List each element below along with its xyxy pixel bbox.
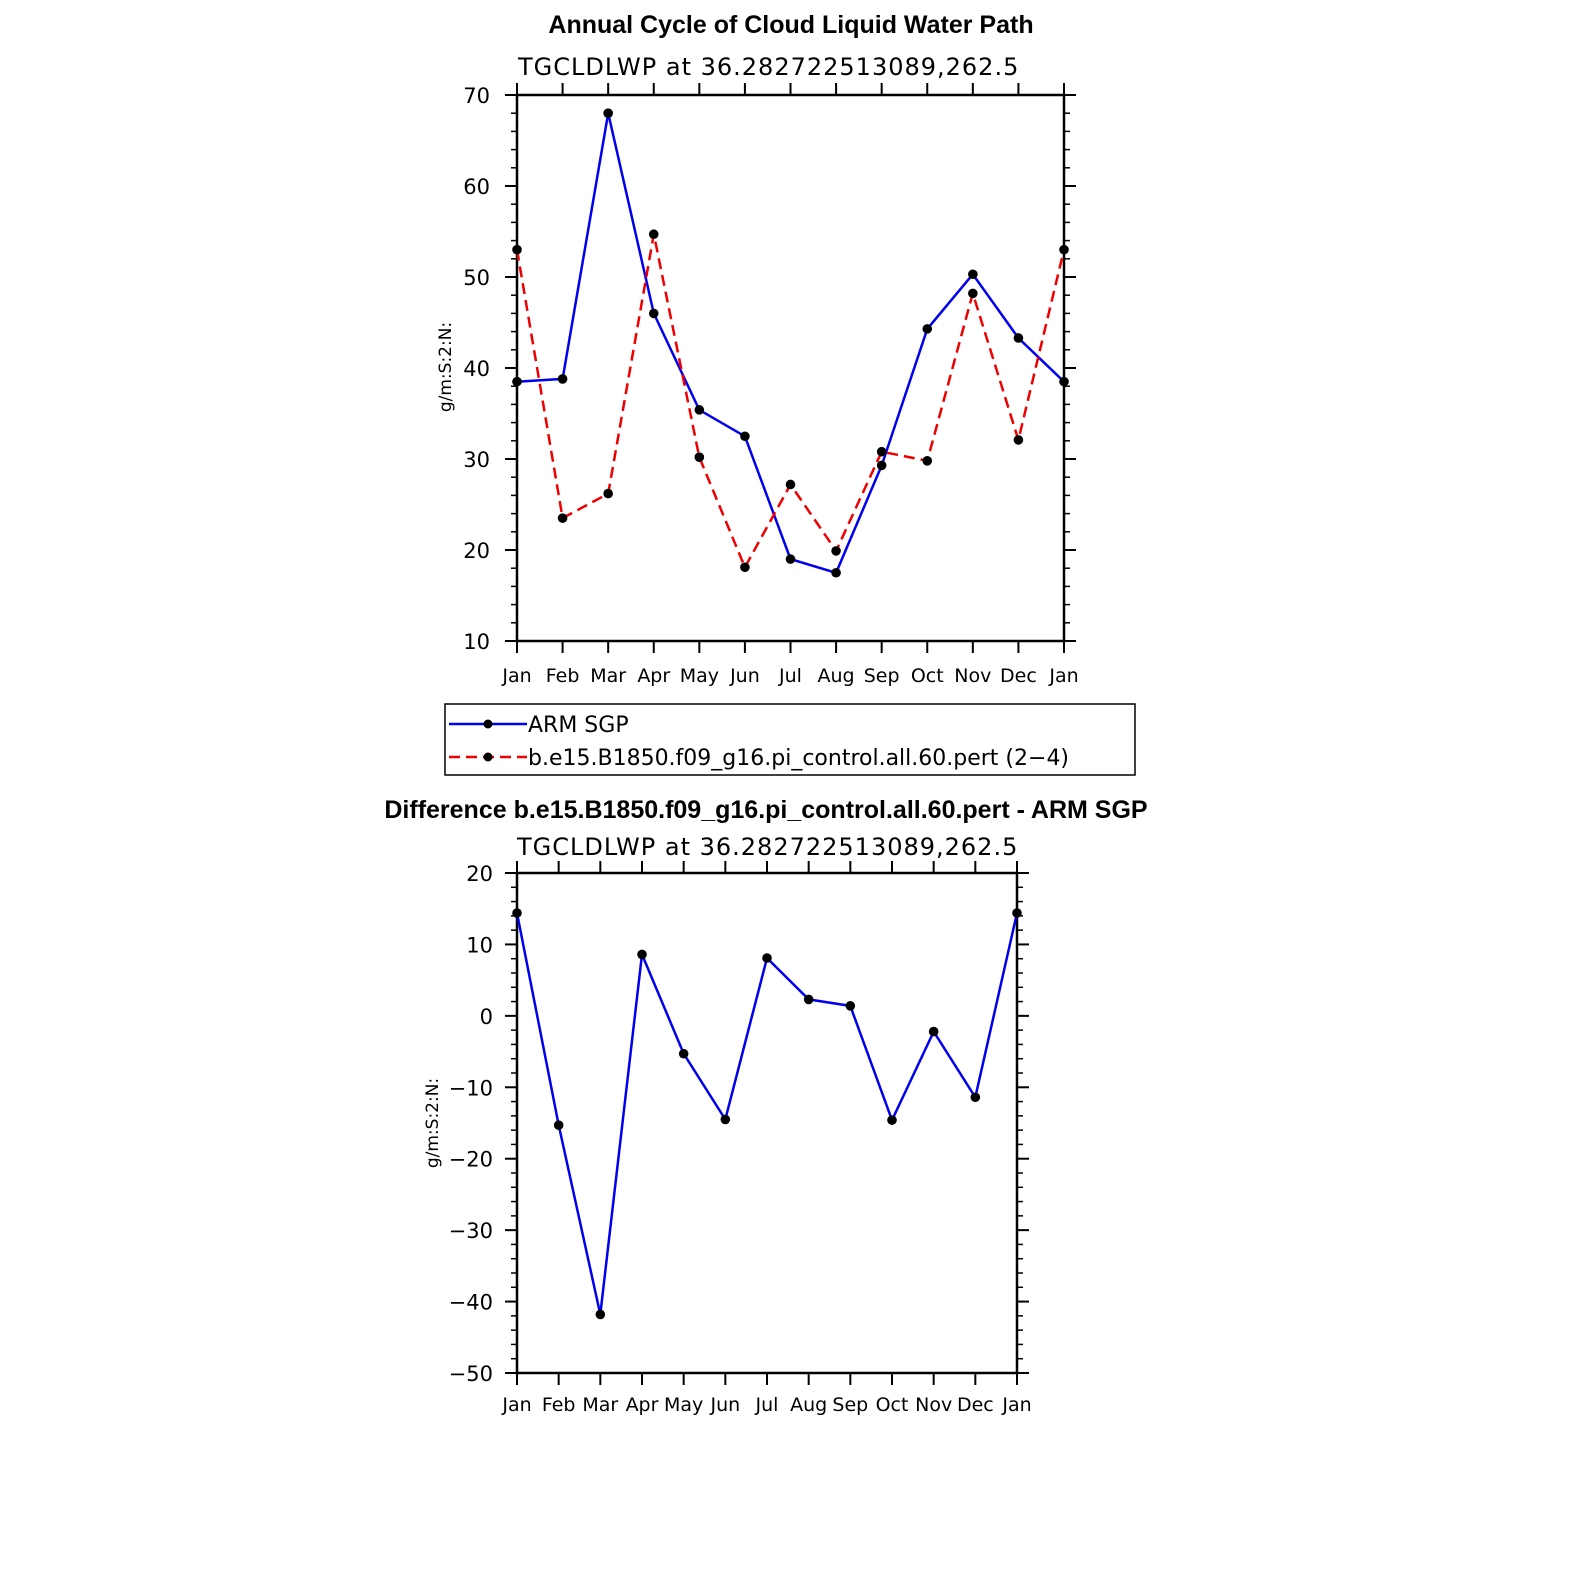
chart2-xtick-label: Sep [832, 1394, 868, 1416]
chart1-ytick-label: 10 [463, 630, 490, 654]
chart2-ytick-label: 10 [466, 933, 493, 957]
chart2-xtick-label: Jan [1001, 1394, 1031, 1416]
chart1-subtitle: TGCLDLWP at 36.282722513089,262.5 [517, 53, 1019, 81]
chart1-xtick-label: Mar [590, 665, 626, 687]
chart1-series-0-point [603, 108, 613, 118]
chart1-series-0-point [922, 324, 933, 334]
chart2-series-0-point [720, 1114, 731, 1125]
chart2-xtick-label: Jan [501, 1394, 531, 1416]
legend: ARM SGP b.e15.B1850.f09_g16.pi_control.a… [444, 703, 1136, 776]
chart1-xtick-label: Jan [501, 665, 531, 687]
chart1-series-1-point [740, 562, 750, 573]
chart1-xtick-label: Nov [954, 665, 991, 687]
chart1-ytick-label: 60 [463, 175, 490, 199]
chart2-series-0-point [845, 1001, 856, 1011]
chart1-xtick-label: Dec [1000, 665, 1037, 687]
chart2-ytick-label: −10 [449, 1076, 493, 1100]
chart1-ylabel: g/m:S:2:N: [436, 322, 456, 412]
chart1-series-1-point [831, 546, 841, 556]
chart1-xtick-label: May [680, 665, 719, 687]
chart1-series-0-point [694, 405, 705, 415]
chart1-series-0-point [512, 376, 522, 387]
chart1-series-0-point [831, 567, 841, 578]
chart1-series-1-point [1059, 244, 1069, 255]
chart2-series-0-point [762, 953, 772, 963]
chart1-series-0-point [1013, 333, 1024, 343]
chart2-xtick-label: Oct [876, 1394, 909, 1416]
legend-marker-model [483, 752, 493, 762]
chart1-xtick-label: Aug [818, 665, 855, 687]
chart1-series-0-point [785, 554, 796, 564]
chart2-xtick-label: Apr [626, 1394, 659, 1416]
chart1-xtick-label: Jul [778, 665, 802, 687]
chart2-xtick-label: Mar [582, 1394, 618, 1416]
chart1-xtick-label: Oct [911, 665, 944, 687]
chart2-xtick-label: Dec [957, 1394, 994, 1416]
chart2-ytick-label: 0 [480, 1005, 493, 1029]
chart2-ylabel: g/m:S:2:N: [423, 1078, 443, 1168]
chart1-xtick-label: Apr [637, 665, 670, 687]
chart2-series-0-point [928, 1026, 939, 1037]
chart1-ytick-label: 40 [463, 357, 490, 381]
chart1-series-1-point [1013, 435, 1024, 445]
chart2-series-0-point [803, 994, 814, 1005]
chart1-ytick-label: 30 [463, 448, 490, 472]
chart2-xtick-label: Jul [755, 1394, 779, 1416]
chart2-plot: −50 −40 −30 −20 −10 0 10 20 Jan Feb Mar Apr May Jun Ju… [449, 861, 1032, 1416]
chart2-series-0-point [637, 949, 647, 960]
chart2-series-0-point [678, 1048, 689, 1059]
chart2-xtick-label: Jun [709, 1394, 740, 1416]
chart2-xtick-label: May [664, 1394, 703, 1416]
chart1-series-0-point [648, 308, 659, 319]
chart1-ytick-label: 70 [463, 84, 490, 108]
chart2-ytick-label: 20 [466, 862, 493, 886]
chart1-series-0-point [1059, 376, 1069, 387]
chart1-series-1-point [512, 244, 522, 255]
chart1-series-1-point [876, 446, 887, 457]
chart2-ytick-label: −20 [449, 1148, 493, 1172]
chart1-series-0-point [968, 269, 978, 280]
chart1-series-1-point [648, 229, 659, 240]
chart2-frame [515, 871, 1019, 1375]
chart1-xtick-label: Feb [546, 665, 580, 687]
chart1-series-line-0 [516, 112, 1065, 575]
chart1-ytick-label: 20 [463, 539, 490, 563]
chart1-title: Annual Cycle of Cloud Liquid Water Path [548, 11, 1033, 39]
chart1-series-0-point [557, 374, 568, 384]
chart2-ytick-label: −50 [449, 1362, 493, 1386]
chart1-xtick-label: Jun [729, 665, 760, 687]
chart1-ytick-label: 50 [463, 266, 490, 290]
chart1-series-1-point [922, 456, 933, 466]
chart1-series-0-point [740, 431, 750, 442]
chart1-series-0-point [876, 460, 887, 471]
chart1-series-1-point [557, 513, 568, 523]
chart1-series-line-1 [515, 233, 1066, 571]
chart2-xtick-label: Nov [915, 1394, 952, 1416]
chart2-series-0-point [512, 908, 522, 918]
chart1-series-1-point [603, 488, 613, 499]
chart2-xtick-label: Aug [790, 1394, 827, 1416]
chart2-series-line-0 [515, 912, 1019, 1315]
chart1-series-1-point [968, 288, 978, 299]
chart2-ytick-label: −30 [449, 1219, 493, 1243]
chart2-series-0-point [887, 1115, 897, 1125]
legend-label-obs: ARM SGP [528, 713, 629, 738]
chart2-series-0-point [1012, 908, 1022, 918]
chart2-subtitle: TGCLDLWP at 36.282722513089,262.5 [516, 833, 1018, 861]
legend-label-model: b.e15.B1850.f09_g16.pi_control.all.60.pe… [528, 746, 1069, 771]
chart2-series-0-point [970, 1092, 981, 1103]
chart1-series-1-point [694, 452, 705, 462]
chart2-ytick-label: −40 [449, 1291, 493, 1315]
legend-marker-obs [483, 719, 493, 729]
legend-box [444, 703, 1136, 776]
chart2-xtick-label: Feb [542, 1394, 576, 1416]
chart1-series-1-point [785, 479, 796, 490]
chart2-title: Difference b.e15.B1850.f09_g16.pi_contro… [384, 796, 1147, 824]
chart2-series-0-point [595, 1309, 606, 1320]
chart1-plot: 10 20 30 40 50 60 70 Jan Feb Mar Apr May Jun Jul Aug Se… [463, 83, 1079, 687]
chart1-xtick-label: Sep [864, 665, 900, 687]
chart2-series-0-point [553, 1120, 564, 1130]
chart1-xtick-label: Jan [1048, 665, 1078, 687]
